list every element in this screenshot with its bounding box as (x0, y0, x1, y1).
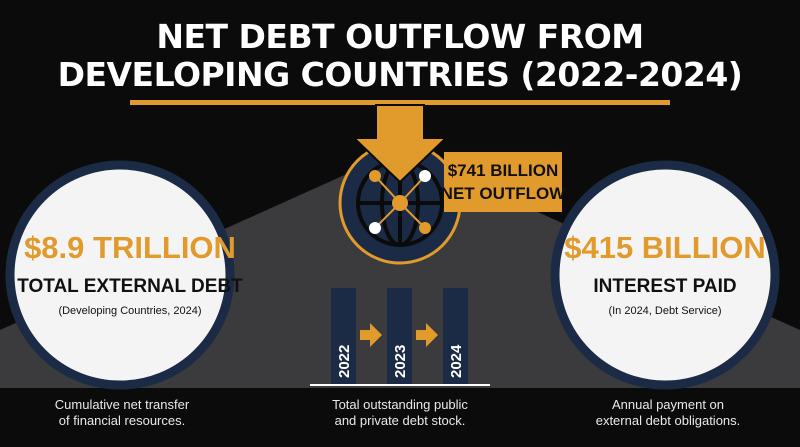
network-node (419, 170, 431, 182)
callout-box (444, 152, 562, 212)
down-arrow (351, 104, 449, 184)
callout-text: $741 BILLION (448, 161, 559, 180)
metric-label: TOTAL EXTERNAL DEBT (17, 276, 243, 297)
network-node (369, 222, 381, 234)
year-label: 2022 (336, 345, 353, 378)
metric-note: (In 2024, Debt Service) (608, 305, 721, 317)
title-line: DEVELOPING COUNTRIES (2022-2024) (58, 55, 743, 94)
year-label: 2023 (392, 345, 409, 378)
caption: Total outstanding public (332, 397, 468, 412)
metric-note: (Developing Countries, 2024) (58, 305, 201, 317)
caption: Cumulative net transfer (55, 397, 190, 412)
metric-value: $415 BILLION (564, 230, 766, 265)
year-bar (387, 288, 412, 384)
year-label: 2024 (448, 344, 465, 378)
title-rule (130, 100, 670, 105)
caption: of financial resources. (59, 413, 185, 428)
metric-value: $8.9 TRILLION (24, 230, 236, 265)
step-arrow (360, 323, 382, 347)
left-circle (5, 160, 235, 390)
metric-label: INTEREST PAID (593, 276, 736, 297)
caption: Annual payment on (612, 397, 724, 412)
step-arrow (416, 323, 438, 347)
year-bar (443, 288, 468, 384)
right-circle (550, 160, 780, 390)
callout-text: NET OUTFLOW (441, 184, 567, 203)
title-line: NET DEBT OUTFLOW FROM (156, 17, 643, 56)
network-node (392, 195, 408, 211)
caption: external debt obligations. (596, 413, 741, 428)
year-bar (331, 288, 356, 384)
caption: and private debt stock. (335, 413, 466, 428)
network-node (369, 170, 381, 182)
network-node (419, 222, 431, 234)
